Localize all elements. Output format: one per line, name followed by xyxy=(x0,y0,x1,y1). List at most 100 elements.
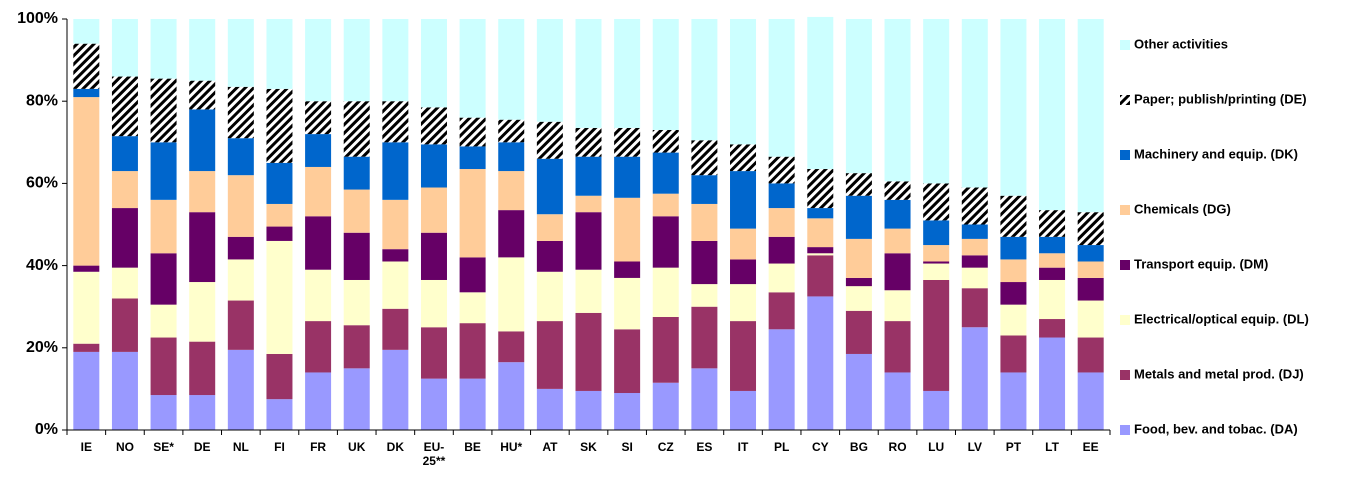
bar-segment xyxy=(845,286,872,311)
bar-segment xyxy=(227,86,254,139)
bar-segment xyxy=(459,323,486,379)
bar-segment xyxy=(382,142,409,200)
bar-segment xyxy=(575,127,602,157)
bar-segment xyxy=(730,144,757,172)
bar-segment xyxy=(266,353,293,400)
bar-segment xyxy=(73,265,100,272)
bar-segment xyxy=(227,175,254,237)
x-tick-label-line: EU- xyxy=(424,440,445,454)
legend-label: Electrical/optical equip. (DL) xyxy=(1134,311,1309,326)
bar-segment xyxy=(459,19,486,118)
bar-segment xyxy=(266,203,293,227)
bar-segment xyxy=(730,171,757,229)
bar-segment xyxy=(884,199,911,229)
bar-segment xyxy=(73,271,100,344)
bar-segment xyxy=(420,187,447,233)
bar-segment xyxy=(111,351,138,430)
bar-segment xyxy=(382,349,409,430)
bar-segment xyxy=(382,101,409,143)
bar-segment xyxy=(730,321,757,391)
x-tick-label: FI xyxy=(274,440,285,454)
bar-segment xyxy=(730,19,757,145)
bar-segment xyxy=(691,240,718,285)
bar-segment xyxy=(73,97,100,266)
bar-segment xyxy=(382,19,409,102)
bar-segment xyxy=(923,220,950,246)
bar-segment xyxy=(652,129,679,153)
bar-segment xyxy=(459,292,486,324)
bar-segment xyxy=(845,353,872,430)
bar-segment xyxy=(1077,261,1104,278)
bar-segment xyxy=(189,282,216,342)
bar-segment xyxy=(923,245,950,262)
bar-segment xyxy=(150,78,177,143)
bar-segment xyxy=(1039,337,1066,430)
bar-segment xyxy=(420,19,447,108)
bar-segment xyxy=(1000,195,1027,237)
legend-label: Metals and metal prod. (DJ) xyxy=(1134,366,1304,381)
legend-swatch xyxy=(1120,40,1130,50)
bar-segment xyxy=(1000,259,1027,283)
x-tick-label: FR xyxy=(310,440,326,454)
x-tick-label: CZ xyxy=(658,440,674,454)
bar-segment xyxy=(614,19,641,128)
bar-segment xyxy=(807,253,834,256)
bar-segment xyxy=(111,208,138,268)
bar-segment xyxy=(652,193,679,217)
bar-segment xyxy=(884,321,911,373)
bar-segment xyxy=(923,279,950,391)
bar-segment xyxy=(1077,277,1104,301)
bar-segment xyxy=(807,169,834,209)
bar-segment xyxy=(459,117,486,147)
x-tick-label: EU-25** xyxy=(423,440,446,468)
bar-segment xyxy=(1039,279,1066,320)
bar-segment xyxy=(266,162,293,204)
x-tick-label: LT xyxy=(1045,440,1059,454)
bar-segment xyxy=(614,127,641,157)
bar-segment xyxy=(691,368,718,430)
bar-segment xyxy=(343,156,370,190)
bar-segment xyxy=(1039,210,1066,237)
bar-segment xyxy=(845,310,872,354)
bar-segment xyxy=(1000,304,1027,336)
bar-segment xyxy=(614,261,641,278)
bar-segment xyxy=(459,146,486,170)
bar-segment xyxy=(1077,300,1104,338)
bar-segment xyxy=(150,337,177,396)
bar-segment xyxy=(807,255,834,297)
bar-segment xyxy=(111,267,138,299)
bar-segment xyxy=(498,331,525,363)
bar-segment xyxy=(652,19,679,130)
bar-segment xyxy=(73,19,100,44)
bar-segment xyxy=(961,288,988,328)
bar-segment xyxy=(1039,319,1066,338)
bar-segment xyxy=(768,208,795,237)
bar-segment xyxy=(111,19,138,77)
bar-segment xyxy=(884,253,911,291)
bar-segment xyxy=(536,271,563,322)
y-tick-label: 0% xyxy=(35,421,58,438)
bar-segment xyxy=(807,218,834,248)
bar-segment xyxy=(305,372,332,430)
bar-segment xyxy=(1000,282,1027,305)
bar-segment xyxy=(498,142,525,172)
bar-segment xyxy=(691,284,718,307)
bar-segment xyxy=(730,284,757,322)
bar-segment xyxy=(498,210,525,258)
bar-segment xyxy=(961,19,988,188)
bar-segment xyxy=(652,152,679,194)
bar-segment xyxy=(768,329,795,430)
bar-segment xyxy=(575,19,602,128)
bar-segment xyxy=(266,399,293,430)
x-tick-label: AT xyxy=(542,440,558,454)
bar-segment xyxy=(305,269,332,322)
bar-segment xyxy=(111,171,138,209)
bar-segment xyxy=(1077,19,1104,213)
bar-segment xyxy=(1000,19,1027,196)
bar-segment xyxy=(807,16,834,170)
bar-segment xyxy=(923,390,950,430)
bar-segment xyxy=(1000,372,1027,430)
bar-segment xyxy=(420,107,447,145)
bar-segment xyxy=(305,216,332,270)
legend-swatch xyxy=(1120,315,1130,325)
